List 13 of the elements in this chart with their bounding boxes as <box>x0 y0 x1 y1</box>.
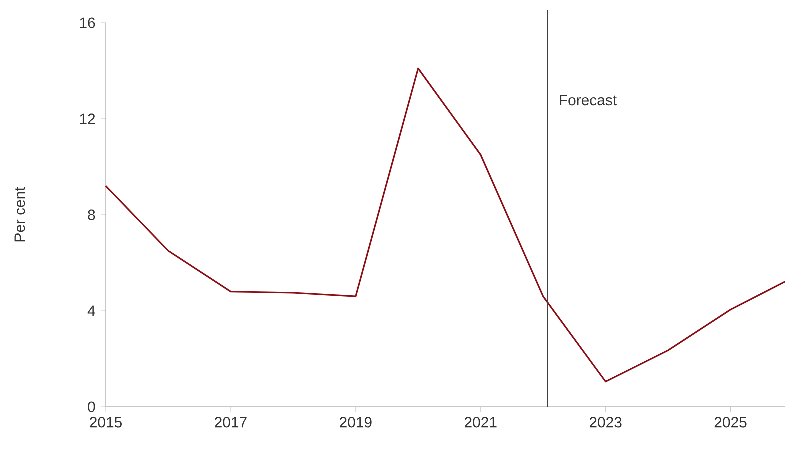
y-tick-label: 16 <box>80 18 96 28</box>
x-tick-label: 2023 <box>590 417 622 428</box>
y-axis-title: Per cent <box>14 187 26 242</box>
y-tick-label: 8 <box>88 210 96 220</box>
x-tick-label: 2021 <box>464 417 497 428</box>
x-tick-label: 2025 <box>714 417 747 428</box>
x-tick-label: 2015 <box>90 417 122 428</box>
y-tick-label: 0 <box>88 402 96 412</box>
ref-line-label: Forecast <box>560 95 617 106</box>
y-tick-label: 4 <box>88 306 96 316</box>
y-tick-label: 12 <box>80 114 96 124</box>
x-tick-label: 2017 <box>215 417 247 428</box>
x-tick-label: 2019 <box>340 417 372 428</box>
